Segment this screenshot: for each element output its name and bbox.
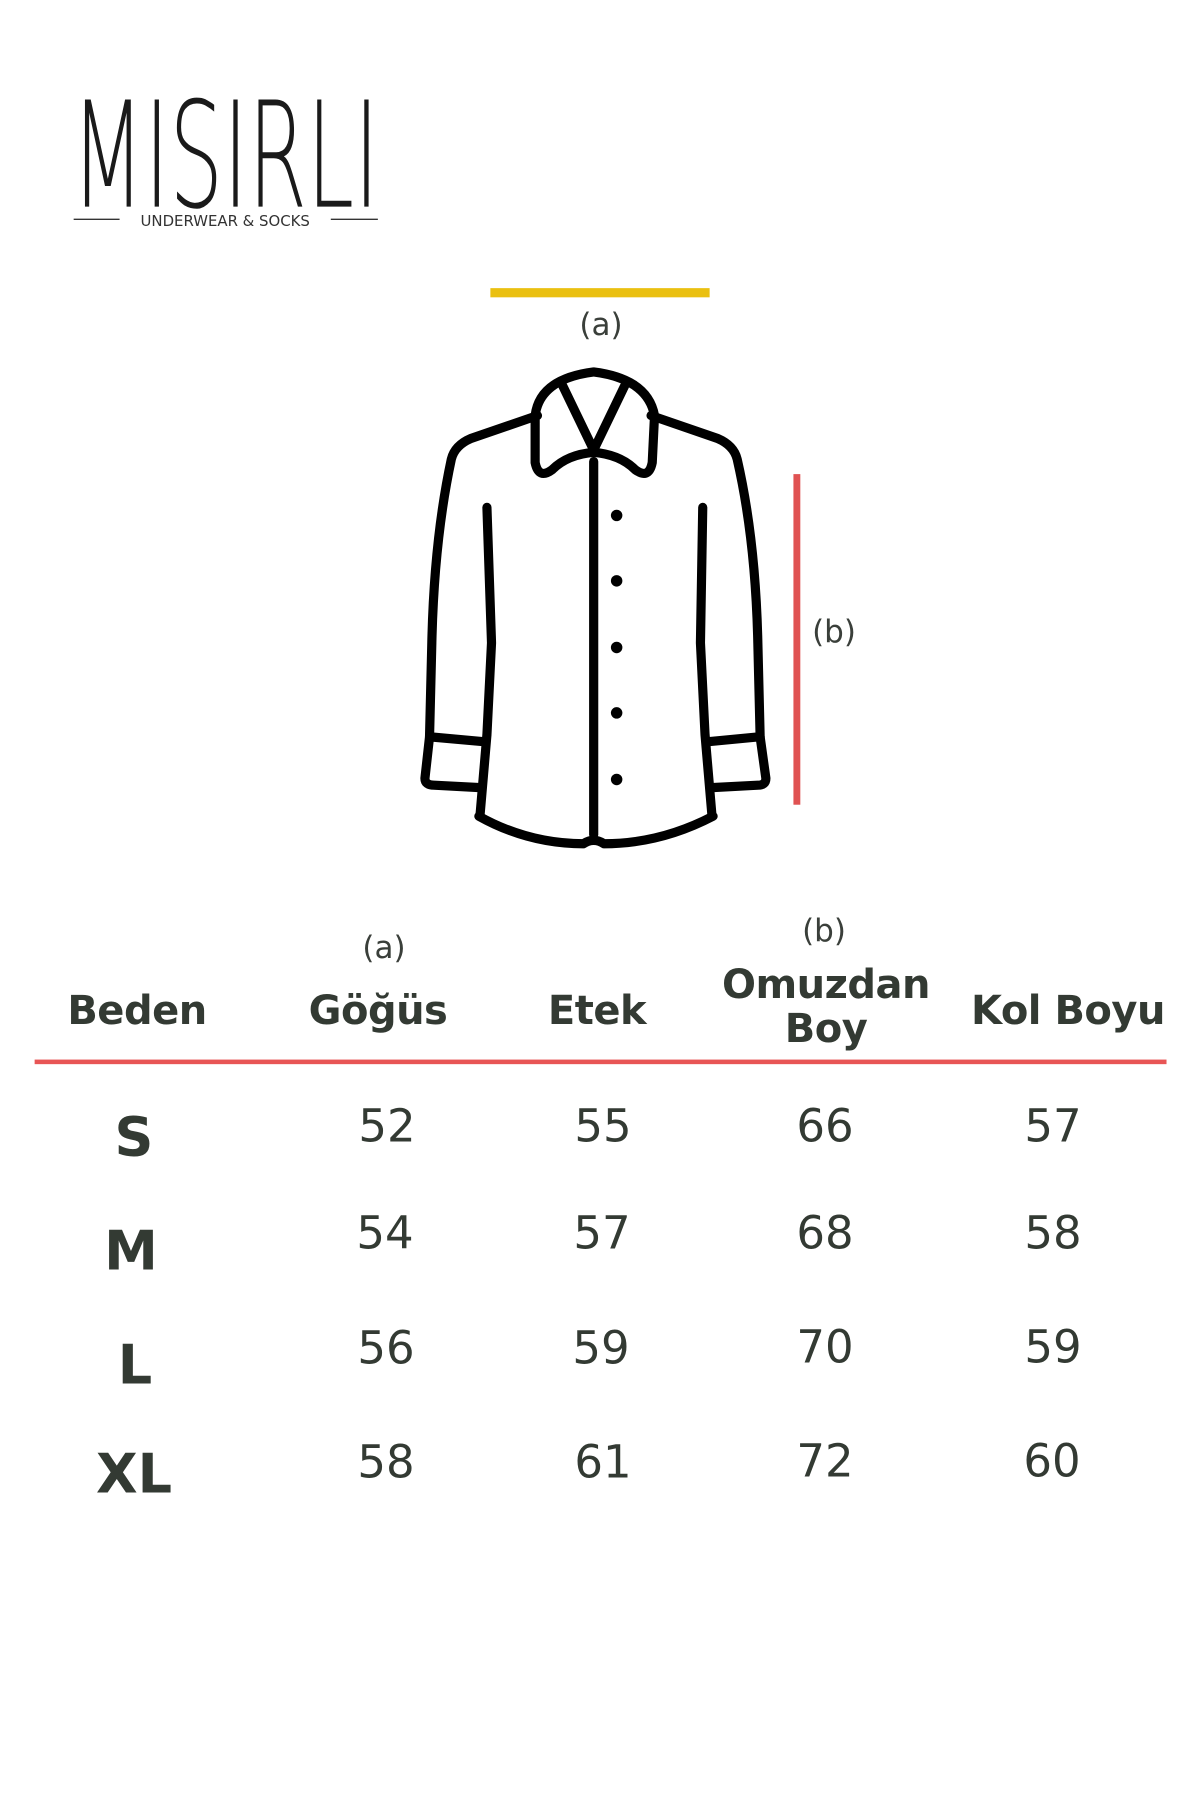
cell-omuzdan-boy: 72 [796, 1434, 854, 1488]
header-note-b: (b) [802, 913, 846, 949]
brand-logo: MISIRLI UNDERWEAR & SOCKS [71, 71, 379, 242]
logo-wordmark: MISIRLI [71, 71, 379, 242]
table-header-rule [34, 1059, 1167, 1065]
button-dot [610, 707, 623, 719]
size-label: S [114, 1105, 154, 1169]
cell-kol-boyu: 60 [1023, 1434, 1081, 1488]
size-label: XL [95, 1442, 173, 1506]
cell-gogus: 58 [357, 1435, 415, 1489]
logo-tagline: UNDERWEAR & SOCKS [141, 212, 310, 230]
cell-gogus: 54 [356, 1206, 414, 1260]
cell-etek: 59 [572, 1321, 630, 1375]
cell-kol-boyu: 57 [1024, 1099, 1082, 1153]
shirt-icon [420, 367, 771, 849]
chest-width-marker [490, 288, 710, 298]
cell-gogus: 52 [358, 1099, 416, 1153]
button-dot [610, 575, 623, 587]
header-etek: Etek [547, 988, 647, 1034]
button-dot [610, 641, 623, 654]
label-a: (a) [579, 307, 623, 343]
cell-gogus: 56 [357, 1321, 415, 1375]
cell-etek: 61 [574, 1435, 632, 1489]
length-marker [793, 474, 801, 805]
header-gogus: Göğüs [308, 988, 448, 1034]
cell-omuzdan-boy: 66 [796, 1099, 854, 1153]
cell-etek: 57 [573, 1206, 631, 1260]
header-omuzdan-boy: Omuzdan Boy [721, 962, 931, 1052]
button-dot [610, 773, 623, 786]
cell-etek: 55 [574, 1099, 632, 1153]
button-dot [610, 509, 623, 522]
size-label: L [117, 1333, 153, 1397]
size-label: M [104, 1219, 158, 1283]
label-b: (b) [812, 614, 856, 650]
cell-omuzdan-boy: 68 [796, 1206, 854, 1260]
header-beden: Beden [67, 988, 207, 1034]
cell-kol-boyu: 58 [1024, 1206, 1082, 1260]
header-note-a: (a) [362, 930, 406, 966]
header-kol-boyu: Kol Boyu [971, 988, 1165, 1034]
shirt-buttons [610, 509, 623, 786]
cell-kol-boyu: 59 [1024, 1320, 1082, 1374]
cell-omuzdan-boy: 70 [796, 1320, 854, 1374]
